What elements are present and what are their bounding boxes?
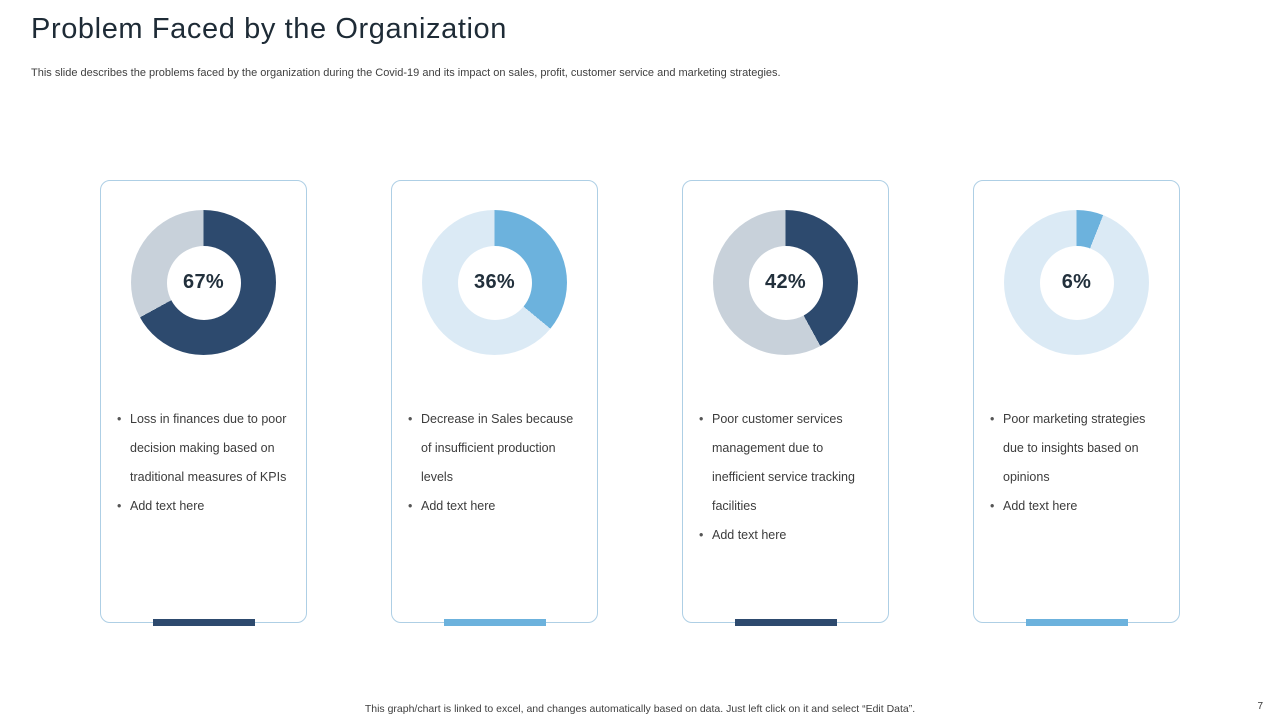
percent-label: 42% [765,271,806,293]
card-customer-service: 42% Poor customer services management du… [682,180,889,626]
donut-chart-marketing[interactable]: 6% [1004,210,1149,355]
donut-chart-sales[interactable]: 36% [422,210,567,355]
bullet-list: Decrease in Sales because of insufficien… [406,405,587,521]
cards-row: 67% Loss in finances due to poor decisio… [100,180,1180,626]
bullet-item: Poor marketing strategies due to insight… [988,405,1169,492]
percent-label: 36% [474,271,515,293]
donut-hole: 42% [748,245,823,320]
accent-bar [734,619,837,626]
accent-bar [443,619,546,626]
bullet-item: Add text here [988,492,1169,521]
accent-bar [152,619,255,626]
percent-label: 67% [183,271,224,293]
bullet-item: Loss in finances due to poor decision ma… [115,405,296,492]
card-sales: 36% Decrease in Sales because of insuffi… [391,180,598,626]
bullet-item: Decrease in Sales because of insufficien… [406,405,587,492]
donut-chart-finances[interactable]: 67% [131,210,276,355]
accent-bar [1025,619,1128,626]
donut-hole: 67% [166,245,241,320]
bullet-list: Poor marketing strategies due to insight… [988,405,1169,521]
percent-label: 6% [1061,271,1092,293]
bullet-item: Add text here [406,492,587,521]
card-finances: 67% Loss in finances due to poor decisio… [100,180,307,626]
donut-chart-customer-service[interactable]: 42% [713,210,858,355]
bullet-list: Loss in finances due to poor decision ma… [115,405,296,521]
page-number: 7 [1257,701,1263,712]
page-subtitle: This slide describes the problems faced … [31,67,781,79]
bullet-item: Poor customer services management due to… [697,405,878,521]
footer-note: This graph/chart is linked to excel, and… [364,703,916,715]
donut-hole: 6% [1039,245,1114,320]
bullet-item: Add text here [697,521,878,550]
card-marketing: 6% Poor marketing strategies due to insi… [973,180,1180,626]
bullet-item: Add text here [115,492,296,521]
bullet-list: Poor customer services management due to… [697,405,878,550]
donut-hole: 36% [457,245,532,320]
page-title: Problem Faced by the Organization [31,13,507,45]
